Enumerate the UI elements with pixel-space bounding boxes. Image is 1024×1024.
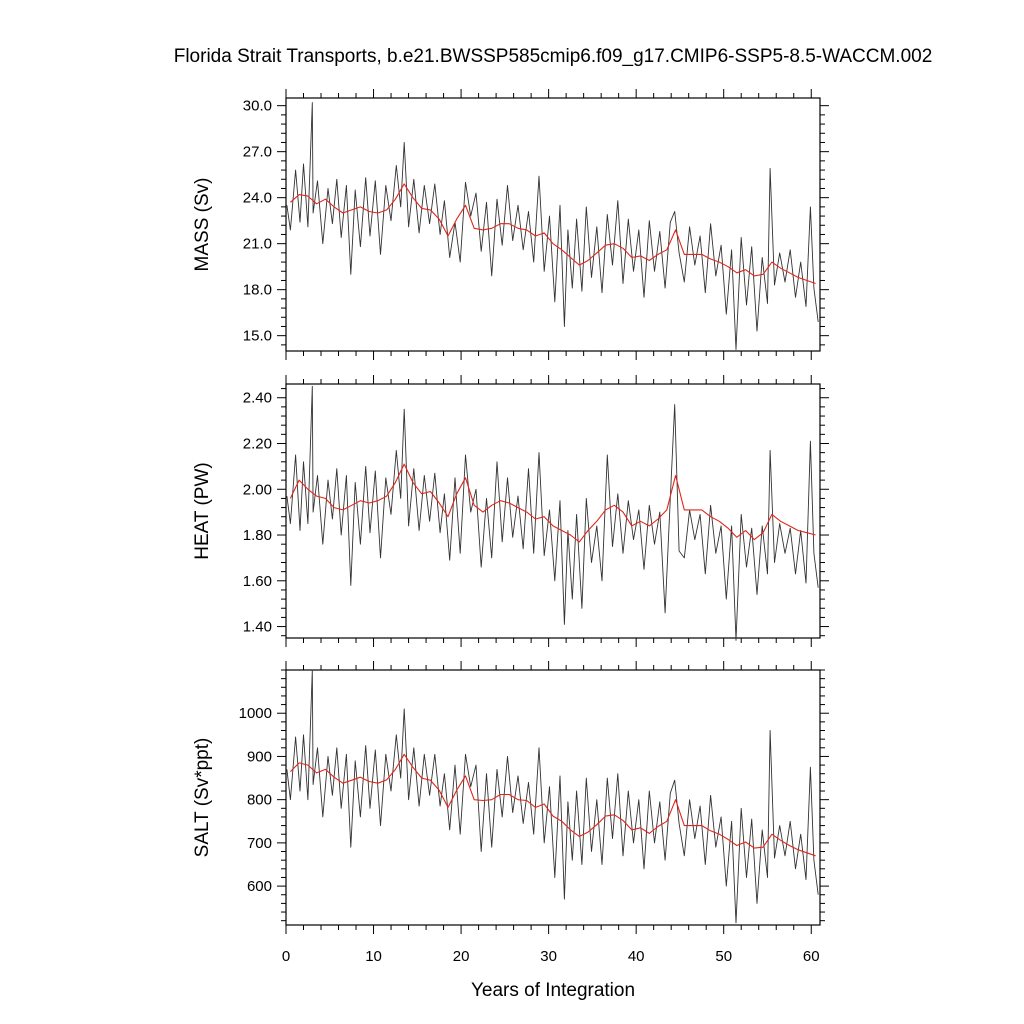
x-tick-label: 10	[365, 948, 382, 965]
y-tick-label: 2.20	[243, 435, 272, 452]
plot-frame	[285, 97, 821, 352]
mass-panel: 15.0 18.0 21.0 24.0 27.0 30.0 MASS (Sv)	[192, 89, 829, 360]
x-tick-label: 40	[628, 948, 645, 965]
y-tick-label: 600	[247, 878, 272, 895]
y-tick-label: 2.40	[243, 390, 272, 407]
y-tick-label: 1.40	[243, 619, 272, 636]
monthly-series-line	[286, 102, 819, 350]
annual-mean-line	[289, 463, 816, 543]
y-tick-label: 18.0	[243, 282, 272, 299]
plot-frame	[285, 669, 821, 926]
y-tick-label: 800	[247, 792, 272, 809]
y-tick-label: 21.0	[243, 236, 272, 253]
y-axis-title: HEAT (PW)	[192, 462, 213, 559]
y-tick-label: 1.60	[243, 573, 272, 590]
y-tick-label: 27.0	[243, 144, 272, 161]
y-axis-title: MASS (Sv)	[192, 178, 213, 272]
annual-mean-line	[290, 183, 816, 285]
y-axis-title: SALT (Sv*ppt)	[192, 738, 213, 858]
y-tick-label: 15.0	[243, 328, 272, 345]
x-tick-label: 20	[453, 948, 470, 965]
salt-panel: 600 700 800 900 1000 0 10 20 30 40 50 60 SALT (Sv*pp…	[192, 661, 829, 965]
chart-title: Florida Strait Transports, b.e21.BWSSP58…	[173, 46, 933, 67]
heat-panel: 1.40 1.60 1.80 2.00 2.20 2.40 HEAT (PW)	[192, 375, 829, 647]
monthly-series-line	[286, 669, 819, 924]
y-tick-label: 700	[247, 835, 272, 852]
y-tick-label: 24.0	[243, 190, 272, 207]
x-axis-title: Years of Integration	[471, 980, 635, 1001]
x-tick-label: 60	[803, 948, 820, 965]
y-tick-label: 30.0	[243, 98, 272, 115]
plot-frame	[285, 383, 821, 639]
y-tick-label: 1000	[239, 705, 272, 722]
y-tick-label: 900	[247, 748, 272, 765]
y-tick-label: 2.00	[243, 481, 272, 498]
annual-mean-line	[290, 753, 816, 857]
y-tick-label: 1.80	[243, 527, 272, 544]
x-tick-label: 0	[282, 948, 290, 965]
x-tick-label: 30	[540, 948, 557, 965]
x-tick-label: 50	[715, 948, 732, 965]
monthly-series-line	[286, 385, 819, 641]
